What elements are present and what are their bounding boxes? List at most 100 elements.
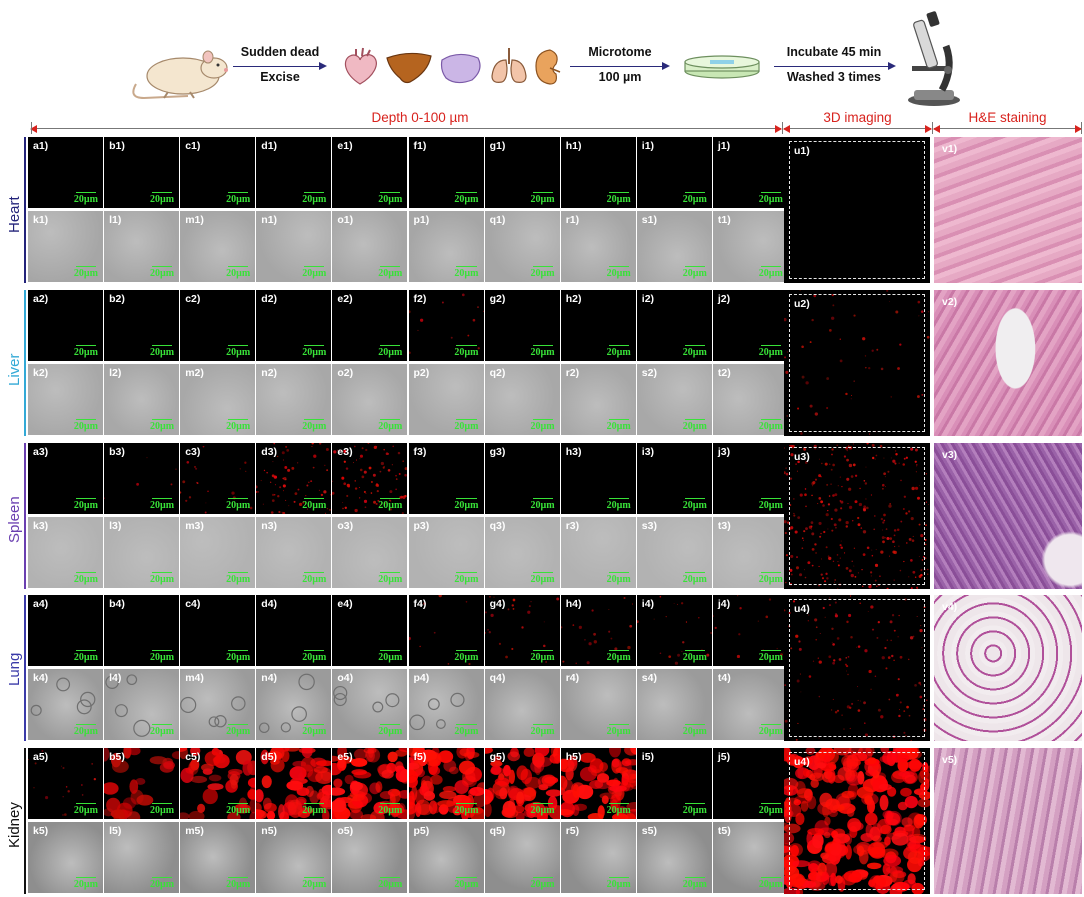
brightfield-tile-heart: m1) 20µm (180, 211, 256, 282)
panel-label: e3) (337, 446, 353, 458)
brightfield-tile-lung: l4) 20µm (104, 669, 180, 740)
scale-bar: 20µm (378, 803, 403, 816)
panel-label: o3) (337, 520, 354, 532)
fluor-tile-kidney: i5) 20µm (636, 748, 712, 819)
organ-label-lung: Lung (4, 595, 26, 743)
petri-dish-icon (684, 55, 760, 79)
fluor-tile-lung: h4) 20µm (560, 595, 636, 666)
panel-label: o1) (337, 214, 354, 226)
scale-bar: 20µm (758, 345, 783, 358)
scale-bar: 20µm (226, 572, 251, 585)
brightfield-tile-heart: p1) 20µm (408, 211, 484, 282)
fluorescence-signal (408, 595, 471, 666)
scale-bar: 20µm (758, 650, 783, 663)
scale-bar: 20µm (378, 266, 403, 279)
panel-label: c3) (185, 446, 201, 458)
panel-label: v5) (942, 754, 958, 766)
brightfield-tile-spleen: l3) 20µm (104, 517, 180, 588)
panel-label: b2) (109, 293, 125, 305)
scale-bar: 20µm (682, 345, 707, 358)
he-staining-tile-spleen: v3) (934, 443, 1082, 589)
panel-label: h2) (565, 293, 582, 305)
panel-label: h5) (565, 751, 582, 763)
brightfield-tile-kidney: n5) 20µm (256, 822, 332, 893)
panel-label: g4) (489, 598, 506, 610)
scale-bar: 20µm (454, 419, 479, 432)
fluor-tile-heart: a1) 20µm (28, 137, 103, 208)
scale-bar: 20µm (530, 419, 555, 432)
scale-bar: 20µm (758, 803, 783, 816)
fluorescence-signal (408, 748, 484, 819)
fluor-tile-spleen: f3) 20µm (408, 443, 484, 514)
scale-bar: 20µm (606, 498, 631, 511)
brightfield-tile-kidney: s5) 20µm (636, 822, 712, 893)
panel-label: u2) (794, 298, 810, 310)
panel-label: d2) (261, 293, 278, 305)
microscope-icon (908, 11, 960, 106)
scale-bar: 20µm (682, 498, 707, 511)
fluorescence-signal (104, 457, 177, 499)
fluor-tile-liver: e2) 20µm (332, 290, 408, 361)
panel-label: m5) (185, 825, 204, 837)
scale-bar: 20µm (73, 192, 98, 205)
panel-label: g2) (489, 293, 506, 305)
brightfield-tile-spleen: s3) 20µm (636, 517, 712, 588)
fluorescence-signal (256, 748, 332, 819)
scale-bar: 20µm (378, 724, 403, 737)
panel-label: o5) (337, 825, 354, 837)
brightfield-tile-liver: k2) 20µm (28, 364, 103, 435)
scale-bar: 20µm (682, 724, 707, 737)
scale-bar: 20µm (73, 650, 98, 663)
scale-bar: 20µm (150, 345, 175, 358)
scale-bar: 20µm (226, 498, 251, 511)
scale-bar: 20µm (150, 192, 175, 205)
brightfield-tile-liver: r2) 20µm (560, 364, 636, 435)
panel-label: k2) (33, 367, 49, 379)
panel-label: g5) (489, 751, 506, 763)
lung-vesicles (105, 674, 151, 737)
panel-label: f5) (413, 751, 427, 763)
scale-bar: 20µm (73, 266, 98, 279)
panel-label: i3) (641, 446, 655, 458)
panel-label: q5) (489, 825, 506, 837)
3d-imaging-tile-heart: u1) (784, 137, 930, 283)
3d-imaging-dimension-line (783, 125, 932, 133)
brightfield-tile-liver: q2) 20µm (484, 364, 560, 435)
organ-label-text: Lung (6, 652, 23, 687)
panel-label: n2) (261, 367, 278, 379)
panel-label: f2) (413, 293, 427, 305)
3d-imaging-tile-spleen: u3) (784, 443, 930, 589)
brightfield-tile-spleen: t3) 20µm (712, 517, 788, 588)
fluor-tile-kidney: e5) 20µm (332, 748, 408, 819)
fluorescence-signal (560, 748, 636, 819)
dashed-frame (789, 599, 925, 737)
fluor-tile-liver: b2) 20µm (104, 290, 180, 361)
panel-label: j2) (717, 293, 731, 305)
brightfield-tile-spleen: r3) 20µm (560, 517, 636, 588)
scale-bar: 20µm (454, 572, 479, 585)
panel-label: f4) (413, 598, 427, 610)
fluor-tile-lung: g4) 20µm (484, 595, 560, 666)
depth-title: Depth 0-100 µm (371, 110, 469, 125)
brightfield-tile-heart: o1) 20µm (332, 211, 408, 282)
scale-bar: 20µm (758, 877, 783, 890)
scale-bar: 20µm (73, 345, 98, 358)
fluorescence-signal (784, 290, 930, 435)
brightfield-tile-lung: t4) 20µm (712, 669, 788, 740)
brightfield-tile-kidney: l5) 20µm (104, 822, 180, 893)
fluor-tile-kidney: a5) 20µm (28, 748, 103, 819)
scale-bar: 20µm (226, 345, 251, 358)
scale-bar: 20µm (73, 572, 98, 585)
fluor-tile-heart: h1) 20µm (560, 137, 636, 208)
scale-bar: 20µm (302, 724, 327, 737)
fluor-tile-liver: h2) 20µm (560, 290, 636, 361)
scale-bar: 20µm (530, 650, 555, 663)
panel-label: c5) (185, 751, 201, 763)
scale-bar: 20µm (758, 266, 783, 279)
brightfield-tile-kidney: t5) 20µm (712, 822, 788, 893)
divider-tick-left (31, 122, 32, 134)
panel-label: p4) (413, 672, 430, 684)
fluor-tile-heart: j1) 20µm (712, 137, 788, 208)
depth-dimension-line (30, 125, 782, 133)
scale-bar: 20µm (378, 345, 403, 358)
